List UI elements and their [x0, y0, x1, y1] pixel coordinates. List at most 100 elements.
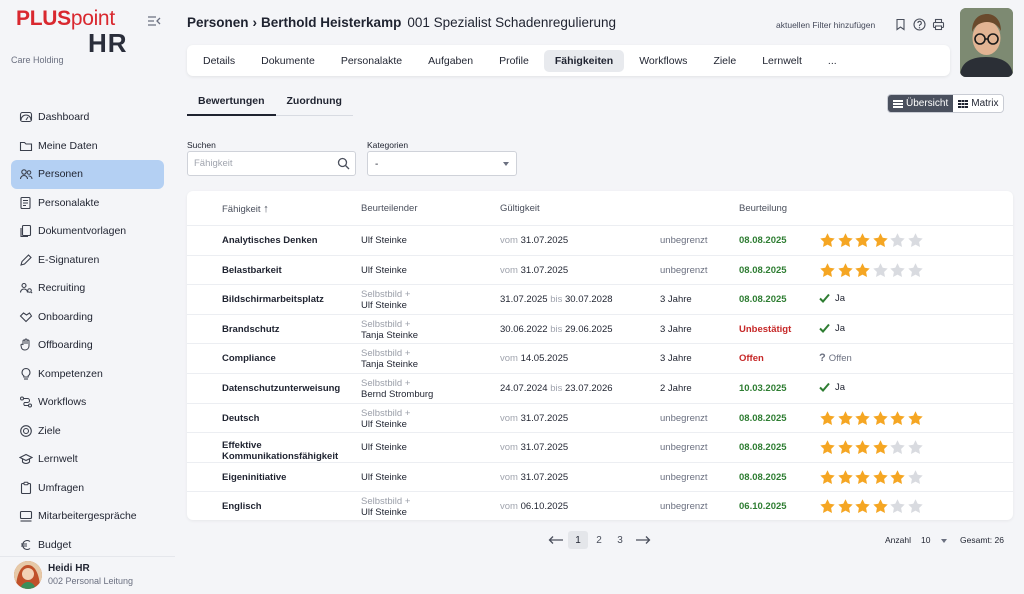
- validity-from: 31.07.2025: [520, 471, 569, 483]
- sidebar-item-recruiting[interactable]: Recruiting: [11, 274, 164, 303]
- sidebar-item-meine-daten[interactable]: Meine Daten: [11, 132, 164, 161]
- bookmark-icon[interactable]: [894, 18, 907, 31]
- category-select[interactable]: -: [367, 151, 517, 176]
- sidebar-item-personalakte[interactable]: Personalakte: [11, 189, 164, 218]
- sidebar-item-budget[interactable]: Budget: [11, 531, 164, 560]
- skill-name: Datenschutzunterweisung: [222, 383, 341, 394]
- search-icon[interactable]: [337, 157, 350, 170]
- sidebar-item-label: Ziele: [38, 424, 61, 437]
- skill-name: Effektive Kommunikationsfähigkeit: [222, 440, 339, 463]
- sidebar-item-label: Personen: [38, 168, 83, 181]
- sidebar-item-mitarbeitergespraeche[interactable]: Mitarbeitergespräche: [11, 502, 164, 531]
- collapse-sidebar-icon[interactable]: [147, 14, 161, 28]
- rating-date: 08.08.2025: [739, 294, 787, 306]
- page-size-label: Anzahl: [885, 535, 911, 545]
- chevron-down-icon[interactable]: [941, 539, 947, 543]
- star-empty-icon: [872, 262, 888, 277]
- sidebar-item-umfragen[interactable]: Umfragen: [11, 474, 164, 503]
- evaluator-name: Ulf Steinke: [361, 235, 407, 246]
- tab-details[interactable]: Details: [203, 54, 236, 67]
- tab-aufgaben[interactable]: Aufgaben: [428, 54, 474, 67]
- person-subtitle: 001 Spezialist Schadenregulierung: [407, 15, 616, 30]
- table-row[interactable]: Deutsch Selbstbild + Ulf Steinke vom 31.07.…: [187, 402, 1013, 433]
- sidebar-item-dokumentvorlagen[interactable]: Dokumentvorlagen: [11, 217, 164, 246]
- table-row[interactable]: Effektive Kommunikationsfähigkeit Ulf Ste…: [187, 432, 1013, 462]
- workflow-icon: [20, 396, 32, 408]
- validity-from: 24.07.2024: [500, 383, 548, 394]
- table-row[interactable]: Englisch Selbstbild + Ulf Steinke vom 06.10…: [187, 491, 1013, 521]
- subtab-bewertungen[interactable]: Bewertungen: [187, 94, 276, 116]
- sidebar-item-ziele[interactable]: Ziele: [11, 417, 164, 446]
- star-filled-icon: [820, 410, 835, 425]
- matrix-button[interactable]: Matrix: [953, 95, 1004, 112]
- sidebar-item-onboarding[interactable]: Onboarding: [11, 303, 164, 332]
- validity-from-label: vom: [500, 264, 518, 276]
- overview-button[interactable]: Übersicht: [888, 95, 954, 112]
- star-filled-icon: [855, 499, 870, 514]
- validity-duration: unbegrenzt: [660, 264, 708, 276]
- folder-icon: [19, 141, 33, 151]
- validity-from-label: vom: [500, 412, 518, 424]
- tab-profile[interactable]: Profile: [499, 54, 529, 67]
- rating: Ja: [819, 291, 845, 304]
- sidebar-item-kompetenzen[interactable]: Kompetenzen: [11, 360, 164, 389]
- star-filled-icon: [837, 440, 853, 455]
- tab-personalakte[interactable]: Personalakte: [340, 54, 403, 67]
- current-user[interactable]: Heidi HR 002 Personal Leitung: [0, 556, 175, 594]
- column-header-validity[interactable]: Gültigkeit: [500, 203, 540, 214]
- recruiting-icon: [19, 283, 33, 294]
- column-header-evaluator[interactable]: Beurteilender: [361, 203, 418, 214]
- add-filter-link[interactable]: aktuellen Filter hinzufügen: [776, 20, 876, 30]
- evaluator: Selbstbild + Ulf Steinke: [361, 289, 410, 311]
- help-icon[interactable]: [913, 18, 926, 31]
- chevron-down-icon: [503, 162, 509, 166]
- sidebar-item-lernwelt[interactable]: Lernwelt: [11, 445, 164, 474]
- prev-page-icon[interactable]: [548, 535, 564, 545]
- total-count: Gesamt: 26: [960, 535, 1004, 545]
- evaluator-name: Ulf Steinke: [361, 507, 407, 519]
- star-empty-icon: [890, 499, 905, 514]
- validity-from-label: vom: [500, 353, 518, 365]
- search-input[interactable]: [188, 152, 328, 175]
- table-row[interactable]: Compliance Selbstbild + Tanja Steinke vom 1…: [187, 343, 1013, 373]
- table-row[interactable]: Eigeninitiative Ulf Steinke vom 31.07.2025…: [187, 461, 1013, 492]
- sidebar-item-dashboard[interactable]: Dashboard: [11, 103, 164, 132]
- tab-faehigkeiten[interactable]: Fähigkeiten: [543, 49, 625, 72]
- evaluator: Selbstbild + Ulf Steinke: [361, 408, 410, 430]
- tab-lernwelt[interactable]: Lernwelt: [762, 54, 802, 67]
- table-row[interactable]: Bildschirmarbeitsplatz Selbstbild + Ulf St…: [187, 284, 1013, 314]
- sidebar-item-personen[interactable]: Personen: [11, 160, 164, 189]
- table-row[interactable]: Brandschutz Selbstbild + Tanja Steinke 30.0…: [187, 313, 1013, 344]
- tab-more[interactable]: ...: [827, 54, 837, 67]
- page-size-select[interactable]: 10: [921, 535, 931, 545]
- table-row[interactable]: Belastbarkeit Ulf Steinke vom 31.07.2025 un…: [187, 254, 1013, 285]
- breadcrumb-parent[interactable]: Personen: [187, 15, 249, 30]
- column-header-skill[interactable]: Fähigkeit ↑: [222, 203, 269, 215]
- evaluator-name: Tanja Steinke: [361, 359, 419, 371]
- print-icon[interactable]: [932, 18, 945, 31]
- rating-date: 10.03.2025: [739, 383, 787, 394]
- logo[interactable]: PLUSpoint HR: [16, 8, 136, 59]
- column-header-rating[interactable]: Beurteilung: [739, 203, 788, 214]
- skill-name: Analytisches Denken: [222, 235, 318, 246]
- tab-workflows[interactable]: Workflows: [639, 54, 688, 67]
- page-button[interactable]: 2: [596, 534, 602, 546]
- sidebar-item-offboarding[interactable]: Offboarding: [11, 331, 164, 360]
- sidebar: PLUSpoint HR Care Holding Dashboard Meine…: [0, 0, 175, 594]
- search-field[interactable]: [187, 151, 356, 176]
- rating-date: 08.08.2025: [739, 264, 787, 276]
- page-button[interactable]: 3: [617, 534, 623, 546]
- next-page-icon[interactable]: [635, 535, 651, 545]
- tab-dokumente[interactable]: Dokumente: [261, 54, 315, 67]
- gauge-icon: [19, 112, 33, 123]
- tab-ziele[interactable]: Ziele: [713, 54, 737, 67]
- table-row[interactable]: Datenschutzunterweisung Selbstbild + Bernd…: [187, 373, 1013, 403]
- validity-from: 31.07.2025: [500, 294, 548, 306]
- clipboard-icon: [20, 481, 32, 494]
- result-yes: Ja: [819, 323, 845, 334]
- table-row[interactable]: Analytisches Denken Ulf Steinke vom 31.07.…: [187, 225, 1013, 255]
- sidebar-item-workflows[interactable]: Workflows: [11, 388, 164, 417]
- page-button[interactable]: 1: [568, 531, 588, 549]
- sidebar-item-e-signaturen[interactable]: E-Signaturen: [11, 246, 164, 275]
- subtab-zuordnung[interactable]: Zuordnung: [275, 94, 353, 116]
